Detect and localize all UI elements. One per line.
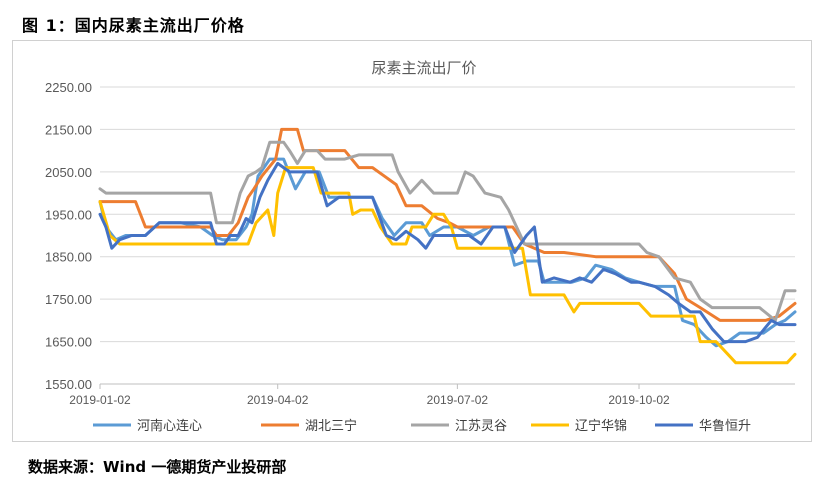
- x-tick-label: 2019-04-02: [247, 393, 309, 407]
- legend: 河南心连心 湖北三宁 江苏灵谷 辽宁华锦 华鲁恒升: [93, 418, 751, 434]
- y-tick-label: 2250.00: [45, 80, 92, 95]
- series-line-2: [98, 127, 797, 322]
- line-chart: 1550.00 1650.00 1750.00 1850.00 1950.00 2050.…: [45, 59, 797, 434]
- axes: 1550.00 1650.00 1750.00 1850.00 1950.00 2050.…: [45, 80, 795, 407]
- legend-label: 江苏灵谷: [455, 418, 507, 434]
- x-tick-label: 2019-10-02: [608, 393, 670, 407]
- y-tick-label: 1750.00: [45, 292, 92, 307]
- x-tick-label: 2019-07-02: [427, 393, 489, 407]
- legend-label: 辽宁华锦: [575, 418, 627, 434]
- y-tick-label: 1550.00: [45, 377, 92, 392]
- legend-label: 华鲁恒升: [699, 419, 751, 434]
- legend-label: 湖北三宁: [305, 418, 357, 434]
- x-tick-label: 2019-01-02: [69, 393, 131, 407]
- figure-title: 图 1：国内尿素主流出厂价格: [22, 16, 245, 35]
- y-tick-label: 1650.00: [45, 335, 92, 350]
- legend-label: 河南心连心: [137, 418, 202, 434]
- source-note: 数据来源：Wind 一德期货产业投研部: [28, 458, 287, 476]
- series-line-4: [98, 166, 797, 365]
- chart-container: 1550.00 1650.00 1750.00 1850.00 1950.00 2050.…: [12, 40, 812, 442]
- chart-title: 尿素主流出厂价: [371, 59, 476, 77]
- series-line-5: [98, 161, 797, 344]
- y-tick-label: 2150.00: [45, 122, 92, 137]
- y-tick-label: 1950.00: [45, 207, 92, 222]
- series-line-3: [98, 140, 797, 322]
- series-line-1: [98, 157, 797, 348]
- series-lines: [98, 127, 797, 365]
- y-tick-label: 1850.00: [45, 250, 92, 265]
- y-tick-label: 2050.00: [45, 165, 92, 180]
